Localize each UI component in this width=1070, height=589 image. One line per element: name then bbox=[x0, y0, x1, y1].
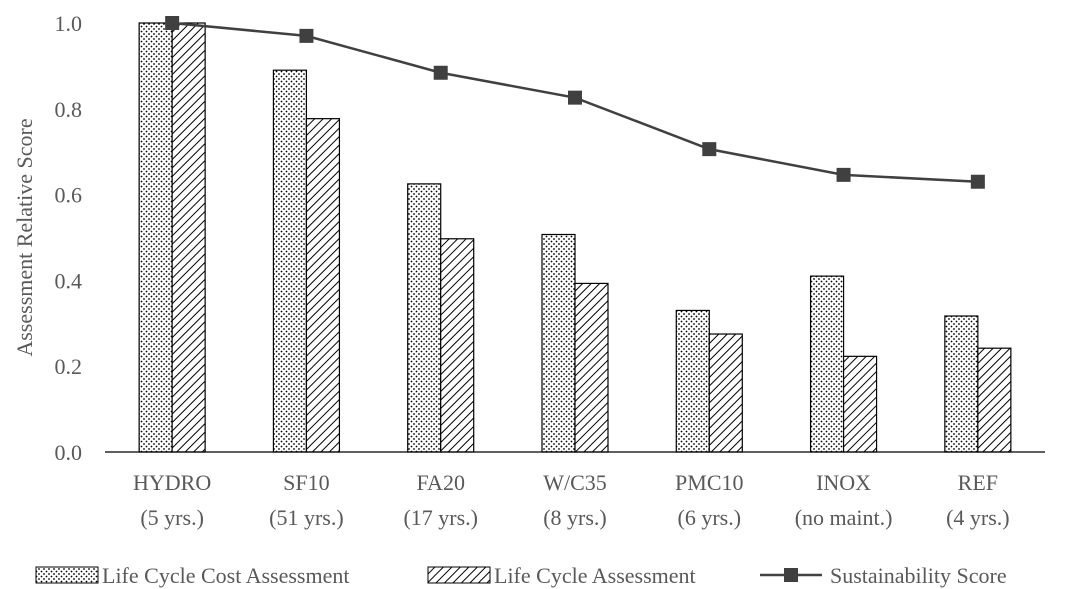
lca-bar bbox=[708, 333, 743, 453]
x-tick-label: PMC10 bbox=[675, 470, 743, 495]
x-tick-label: INOX bbox=[816, 470, 871, 495]
legend-label: Life Cycle Cost Assessment bbox=[102, 563, 349, 588]
lcca-bar bbox=[541, 233, 576, 453]
y-tick-label: 0.0 bbox=[55, 440, 83, 465]
lcca-bar bbox=[138, 22, 173, 453]
lcca-bar bbox=[944, 315, 979, 453]
lca-bar bbox=[574, 282, 609, 453]
lca-bar bbox=[842, 355, 878, 453]
y-tick-label: 0.8 bbox=[55, 97, 83, 122]
x-tick-label: FA20 bbox=[416, 470, 465, 495]
x-tick-sublabel: (6 yrs.) bbox=[678, 505, 742, 530]
x-tick-sublabel: (51 yrs.) bbox=[269, 505, 344, 530]
x-tick-label: HYDRO bbox=[133, 470, 211, 495]
lcca-bar bbox=[272, 69, 308, 453]
lca-bar bbox=[440, 238, 475, 453]
lcca-bar bbox=[809, 275, 845, 453]
x-tick-sublabel: (5 yrs.) bbox=[140, 505, 204, 530]
y-tick-label: 0.6 bbox=[55, 183, 83, 208]
y-tick-label: 0.4 bbox=[55, 268, 83, 293]
lca-bar bbox=[977, 347, 1012, 453]
x-tick-label: REF bbox=[958, 470, 998, 495]
y-axis-title: Assessment Relative Score bbox=[12, 118, 37, 356]
sustainability-score-marker bbox=[165, 16, 180, 30]
legend-label: Sustainability Score bbox=[830, 563, 1007, 588]
legend-lca-swatch bbox=[427, 566, 491, 584]
lca-bar bbox=[171, 22, 206, 453]
x-tick-sublabel: (8 yrs.) bbox=[543, 505, 607, 530]
x-tick-sublabel: (4 yrs.) bbox=[946, 505, 1010, 530]
sustainability-score-marker bbox=[299, 28, 314, 43]
sustainability-score-marker bbox=[568, 90, 582, 105]
lca-bar bbox=[305, 118, 341, 453]
legend-marker-swatch bbox=[784, 568, 798, 582]
x-tick-label: W/C35 bbox=[543, 470, 607, 495]
x-tick-sublabel: (17 yrs.) bbox=[403, 505, 478, 530]
legend-label: Life Cycle Assessment bbox=[494, 563, 696, 588]
sustainability-score-marker bbox=[702, 142, 717, 157]
sustainability-score-marker bbox=[836, 167, 851, 182]
lcca-bar bbox=[675, 309, 710, 453]
y-tick-label: 0.2 bbox=[55, 354, 83, 379]
legend-lcca-swatch bbox=[35, 566, 99, 584]
sustainability-score-marker bbox=[970, 174, 985, 189]
lcca-bar bbox=[407, 183, 442, 453]
y-tick-label: 1.0 bbox=[55, 11, 83, 36]
sustainability-score-marker bbox=[433, 65, 448, 80]
x-tick-label: SF10 bbox=[283, 470, 329, 495]
x-tick-sublabel: (no maint.) bbox=[795, 505, 893, 530]
